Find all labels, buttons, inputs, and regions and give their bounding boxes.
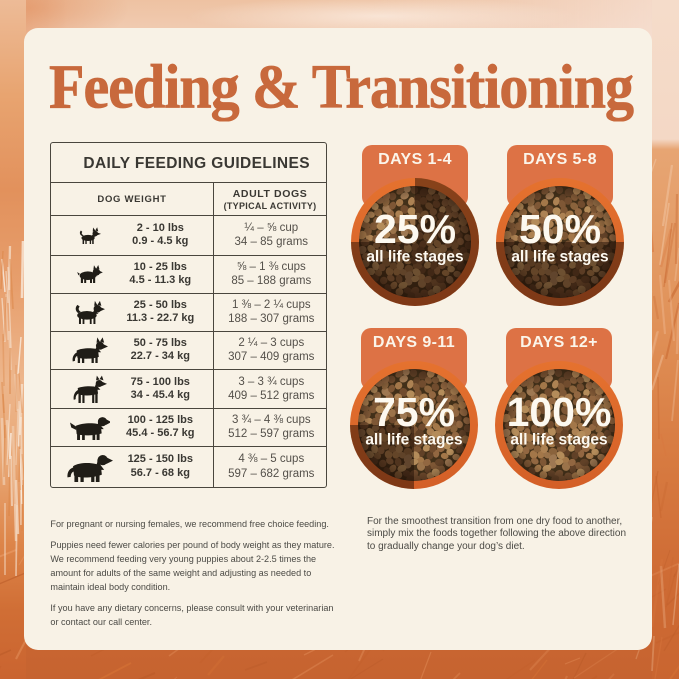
- svg-text:all life stages: all life stages: [366, 249, 463, 266]
- svg-text:50%: 50%: [519, 206, 601, 252]
- svg-text:all life stages: all life stages: [511, 249, 608, 266]
- svg-text:all life stages: all life stages: [365, 432, 462, 449]
- svg-text:25%: 25%: [374, 206, 456, 252]
- svg-text:75%: 75%: [373, 389, 455, 435]
- svg-text:all life stages: all life stages: [510, 432, 607, 449]
- svg-text:100%: 100%: [507, 389, 612, 435]
